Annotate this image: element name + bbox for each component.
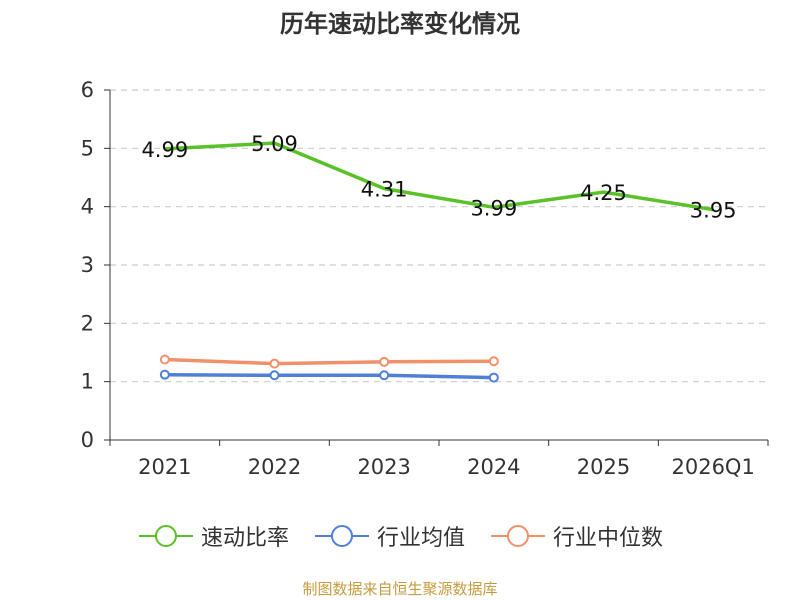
data-point (488, 356, 499, 367)
x-tick-label: 2022 (248, 455, 301, 479)
source-note: 制图数据来自恒生聚源数据库 (302, 580, 498, 598)
legend-label-quick-ratio: 速动比率 (200, 526, 289, 551)
legend-item-quick-ratio[interactable]: 速动比率 (137, 520, 289, 552)
x-tick-label: 2023 (357, 455, 410, 479)
data-label: 3.99 (470, 196, 517, 220)
y-tick-label: 2 (81, 311, 94, 335)
legend-item-industry-median[interactable]: 行业中位数 (489, 520, 663, 552)
legend-item-industry-mean[interactable]: 行业均值 (313, 520, 465, 552)
y-tick-label: 4 (81, 195, 94, 219)
legend-label-industry-median: 行业中位数 (553, 526, 664, 551)
data-label: 4.99 (141, 138, 188, 162)
data-point (159, 354, 170, 365)
y-tick-label: 6 (81, 78, 94, 102)
series-line (164, 141, 714, 212)
series-line (164, 372, 494, 380)
legend-swatch-industry-median (491, 525, 545, 547)
x-tick-label: 2024 (467, 455, 520, 479)
chart-title: 历年速动比率变化情况 (280, 10, 520, 38)
data-label: 5.09 (251, 132, 298, 156)
y-tick-label: 3 (81, 253, 94, 277)
data-label: 4.31 (361, 178, 408, 202)
legend-label-industry-mean: 行业均值 (376, 526, 465, 551)
data-point (379, 356, 390, 367)
y-tick-label: 1 (81, 370, 94, 394)
legend: 速动比率 行业均值 行业中位数 (0, 520, 800, 552)
x-tick-label: 2025 (577, 455, 630, 479)
legend-swatch-quick-ratio (138, 525, 193, 547)
series-line (164, 357, 494, 366)
data-point (488, 372, 499, 383)
data-point (379, 370, 390, 381)
x-tick-label: 2021 (138, 455, 191, 479)
legend-swatch-industry-mean (314, 525, 369, 547)
data-label: 3.95 (690, 199, 737, 223)
data-label: 4.25 (580, 181, 627, 205)
data-point (159, 369, 170, 380)
data-point (269, 370, 280, 381)
data-point (269, 358, 280, 369)
y-tick-label: 5 (81, 136, 94, 160)
x-tick-label: 2026Q1 (671, 455, 754, 479)
y-tick-label: 0 (81, 428, 94, 452)
